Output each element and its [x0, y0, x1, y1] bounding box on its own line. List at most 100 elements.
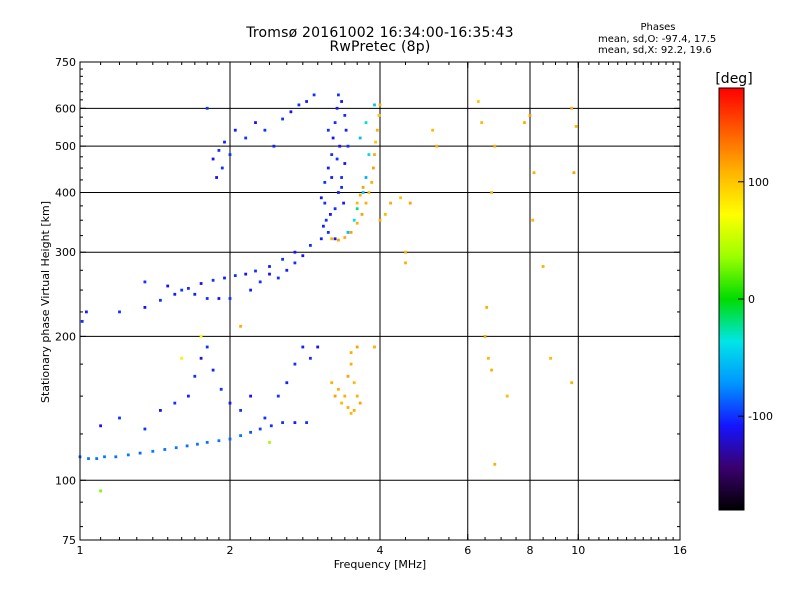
data-point [364, 121, 368, 124]
grid [80, 62, 680, 540]
data-point [193, 292, 197, 296]
data-point [228, 401, 232, 405]
data-point [349, 412, 353, 415]
data-point [180, 356, 184, 360]
colorbar-tick-label: 100 [748, 176, 769, 189]
data-point [159, 409, 162, 412]
data-point [326, 231, 330, 234]
data-point [199, 335, 203, 338]
data-point [281, 421, 284, 424]
data-point [383, 213, 387, 216]
data-point [344, 128, 348, 132]
data-point [373, 153, 376, 156]
data-point [219, 387, 223, 391]
data-point [343, 394, 347, 398]
data-point [309, 244, 312, 247]
data-point [166, 284, 170, 288]
data-point [244, 272, 248, 276]
x-tick-label: 1 [77, 544, 84, 557]
data-point [151, 449, 155, 453]
data-point [337, 238, 340, 242]
data-point [355, 207, 359, 211]
chart-subtitle: RwPretec (8p) [329, 39, 431, 55]
colorbar-ticks: 100 0 -100 [738, 176, 773, 423]
data-point [187, 287, 190, 290]
data-point [103, 455, 106, 459]
data-point [378, 218, 382, 222]
x-tick-label: 4 [377, 544, 384, 557]
data-point [205, 345, 209, 349]
data-point [572, 171, 576, 175]
data-point [364, 201, 368, 205]
data-point [276, 394, 280, 398]
data-point [258, 280, 262, 284]
data-point [217, 149, 221, 152]
data-point [333, 121, 337, 124]
data-point [205, 297, 209, 300]
colorbar-tick-label: 0 [748, 293, 755, 306]
data-point [340, 401, 343, 405]
data-point [352, 409, 356, 412]
data-point [528, 114, 532, 117]
data-point [333, 394, 337, 398]
data-point [254, 121, 257, 124]
data-point [268, 265, 271, 268]
data-point [268, 272, 271, 276]
data-point [285, 268, 289, 272]
data-point [323, 181, 327, 184]
data-point [249, 394, 252, 398]
data-point [330, 381, 334, 385]
data-point [293, 421, 297, 424]
data-point [199, 282, 203, 285]
data-point [331, 136, 335, 140]
data-point [249, 288, 252, 292]
data-point [217, 297, 221, 300]
data-point [163, 448, 167, 451]
x-tick-label: 10 [571, 544, 585, 557]
data-point [389, 201, 392, 205]
data-point [485, 306, 489, 309]
data-point [263, 416, 267, 420]
data-point [244, 136, 248, 140]
data-point [301, 254, 305, 258]
data-point [404, 261, 407, 265]
phase-stats-o: mean, sd,O: -97.4, 17.5 [598, 33, 717, 45]
data-point [173, 401, 177, 405]
data-point [99, 424, 102, 428]
x-tick-label: 2 [227, 544, 234, 557]
data-point [352, 218, 356, 222]
data-point [435, 144, 439, 148]
data-point [289, 110, 293, 114]
data-point [361, 186, 365, 189]
data-point [367, 153, 371, 156]
data-point [233, 128, 237, 132]
data-point [316, 345, 320, 349]
data-point [408, 201, 412, 205]
data-point [272, 144, 276, 148]
data-point [114, 455, 118, 459]
data-point [346, 406, 350, 409]
data-point [205, 441, 209, 444]
data-point [228, 297, 232, 300]
data-point [187, 394, 190, 398]
data-point [346, 144, 350, 148]
data-point [309, 356, 312, 360]
data-point [233, 274, 237, 277]
data-point [343, 162, 347, 165]
y-tick-label: 400 [55, 186, 76, 199]
data-point [358, 193, 362, 197]
x-tick-label: 8 [527, 544, 534, 557]
data-point [293, 250, 297, 254]
x-axis-label: Frequency [MHz] [334, 558, 426, 571]
data-point [239, 324, 242, 328]
phase-colorbar: [deg] 100 0 -100 [715, 71, 773, 511]
data-point [323, 201, 327, 205]
data-point [297, 103, 301, 107]
data-point [319, 237, 323, 241]
data-point [399, 196, 402, 200]
data-point [358, 401, 362, 405]
data-point [118, 310, 121, 314]
phase-stats-x: mean, sd,X: 92.2, 19.6 [598, 45, 712, 56]
data-point [337, 93, 340, 97]
